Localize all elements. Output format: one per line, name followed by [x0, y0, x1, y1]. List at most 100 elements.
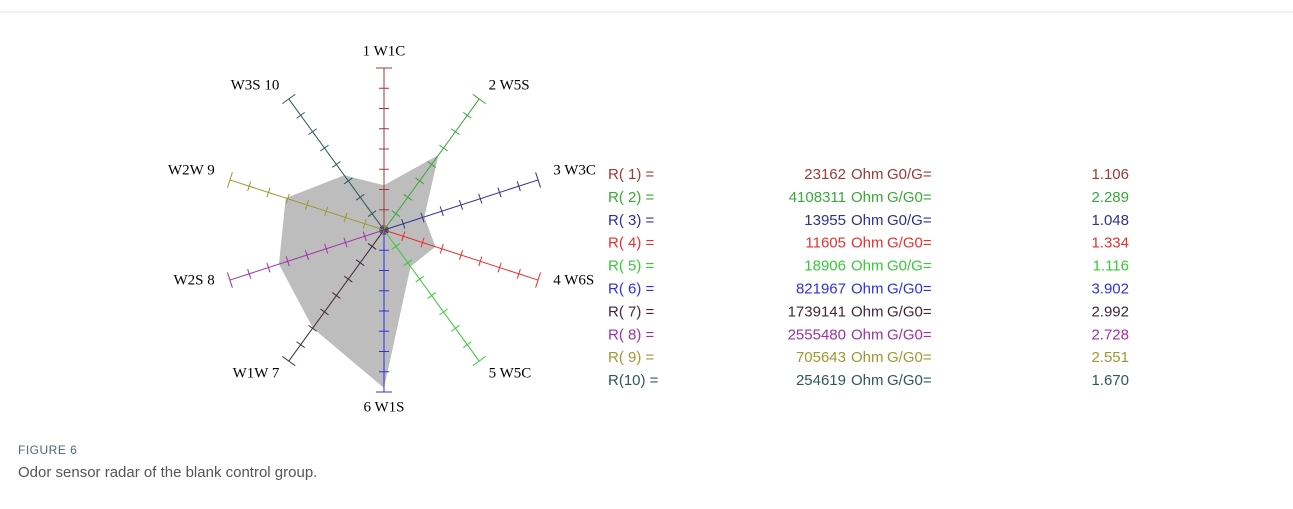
- axis-tick: [343, 237, 348, 248]
- ratio-value: 2.551: [1091, 349, 1129, 366]
- sensor-label: R( 1) =: [608, 166, 655, 183]
- ratio-label: G0/G=: [887, 212, 932, 229]
- ratio-value: 2.728: [1091, 326, 1129, 343]
- axis-tick: [247, 181, 252, 192]
- axis-tick: [308, 128, 317, 136]
- axis-tick: [403, 259, 413, 267]
- axis-label: 3 W3C: [553, 162, 596, 178]
- ratio-value: 1.670: [1091, 372, 1129, 389]
- resistance: 821967: [796, 280, 846, 297]
- axis-label: W1W 7: [233, 365, 280, 381]
- axis-tick: [324, 243, 329, 254]
- unit: Ohm: [851, 235, 884, 252]
- sensor-label: R( 6) =: [608, 280, 655, 297]
- resistance: 705643: [796, 349, 846, 366]
- unit: Ohm: [851, 326, 884, 343]
- axis-tick: [439, 308, 448, 316]
- ratio-label: G0/G=: [887, 258, 932, 275]
- unit: Ohm: [851, 212, 884, 229]
- sensor-label: R( 5) =: [608, 258, 655, 275]
- axis-tick: [379, 226, 389, 234]
- ratio-label: G/G0=: [887, 235, 932, 252]
- axis-tick: [427, 292, 436, 299]
- axis-label: W2S 8: [173, 272, 214, 288]
- axis-tick: [439, 243, 444, 254]
- axis-tick: [391, 243, 401, 250]
- axis-tick: [362, 231, 367, 242]
- axis-tick: [355, 259, 365, 267]
- unit: Ohm: [851, 349, 884, 366]
- axis-tick: [472, 93, 486, 105]
- sensor-label: R( 7) =: [608, 303, 655, 320]
- axis-tick: [451, 324, 460, 332]
- axis-label: 4 W6S: [553, 272, 594, 288]
- ratio-value: 2.992: [1091, 303, 1129, 320]
- unit: Ohm: [851, 166, 884, 183]
- axis-tick: [367, 210, 377, 217]
- axis-tick: [451, 128, 460, 136]
- axis-tick: [343, 275, 353, 283]
- sensor-label: R( 4) =: [608, 235, 655, 252]
- resistance: 23162: [804, 166, 846, 183]
- axis-tick: [226, 272, 233, 288]
- axis-label: 6 W1S: [364, 399, 405, 415]
- axis-tick: [535, 272, 542, 288]
- axis-tick: [285, 193, 290, 204]
- ratio-label: G/G0=: [887, 189, 932, 206]
- axis-tick: [247, 268, 252, 279]
- axis-tick: [516, 268, 521, 279]
- resistance: 11605: [805, 235, 846, 252]
- axis-tick: [282, 93, 296, 105]
- axis-tick: [459, 200, 464, 210]
- ratio-label: G/G0=: [887, 326, 932, 343]
- ratio-value: 1.106: [1091, 166, 1129, 183]
- axis-tick: [439, 206, 444, 217]
- unit: Ohm: [851, 372, 884, 389]
- axis-tick: [535, 172, 542, 188]
- axis-tick: [478, 256, 483, 267]
- sensor-label: R( 2) =: [608, 189, 655, 206]
- unit: Ohm: [851, 303, 884, 320]
- ratio-value: 3.902: [1091, 280, 1129, 297]
- axis-tick: [420, 237, 425, 248]
- axis-label: W2W 9: [168, 162, 215, 178]
- axis-tick: [285, 256, 290, 267]
- axis-tick: [324, 206, 329, 217]
- axis-tick: [391, 210, 401, 217]
- figure-label: FIGURE 6: [18, 443, 77, 457]
- axis-tick: [332, 292, 341, 299]
- axis-label: W3S 10: [231, 77, 280, 93]
- unit: Ohm: [851, 189, 884, 206]
- axis-tick: [415, 275, 425, 283]
- ratio-label: G/G0=: [887, 349, 932, 366]
- axis-tick: [304, 250, 309, 260]
- resistance: 13955: [804, 212, 846, 229]
- sensor-label: R( 3) =: [608, 212, 655, 229]
- sensor-label: R( 9) =: [608, 349, 655, 366]
- axis-tick: [304, 200, 309, 210]
- axis-tick: [320, 308, 329, 316]
- axis-tick: [266, 262, 271, 273]
- axis-tick: [355, 193, 365, 201]
- axis-tick: [320, 144, 329, 152]
- axis-tick: [459, 250, 464, 260]
- ratio-label: G/G0=: [887, 303, 932, 320]
- unit: Ohm: [851, 258, 884, 275]
- axis-tick: [403, 193, 413, 201]
- axis-tick: [343, 212, 348, 223]
- ratio-value: 1.334: [1091, 235, 1129, 252]
- axis-tick: [367, 243, 377, 250]
- radar-area: [278, 155, 439, 389]
- axis-tick: [308, 324, 317, 332]
- axis-tick: [401, 218, 406, 229]
- axis-tick: [472, 355, 486, 367]
- ratio-label: G/G0=: [887, 280, 932, 297]
- axis-tick: [462, 341, 472, 349]
- axis-tick: [401, 231, 406, 242]
- axis-tick: [332, 161, 341, 168]
- ratio-value: 1.116: [1093, 258, 1129, 275]
- axis-tick: [420, 212, 425, 223]
- axis-tick: [439, 144, 448, 152]
- resistance: 1739141: [788, 303, 846, 320]
